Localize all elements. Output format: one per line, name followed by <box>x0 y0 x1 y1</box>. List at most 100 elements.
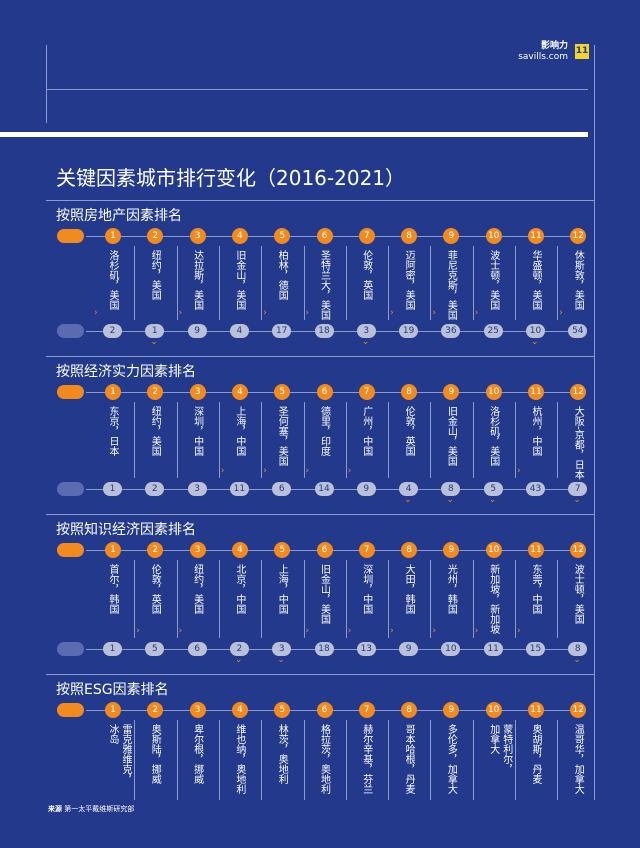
rank-up-arrow: › <box>305 626 310 636</box>
column-divider <box>430 720 432 800</box>
city-name: 旧金山，美国 <box>445 406 457 466</box>
current-rank-badge: 6 <box>316 384 333 400</box>
previous-rank-badge: 3 <box>272 642 292 656</box>
column-divider <box>430 402 432 478</box>
rank-line <box>86 236 584 237</box>
city-name: 纽约，美国 <box>149 406 161 456</box>
current-rank-pill <box>57 543 84 557</box>
previous-rank-badge: 10 <box>526 324 545 338</box>
previous-rank-badge: 25 <box>483 324 503 338</box>
current-rank-badge: 11 <box>528 384 544 400</box>
rank-down-arrow: ⌄ <box>573 655 581 665</box>
city-name: 伦敦，英国 <box>360 250 372 300</box>
current-rank-badge: 7 <box>358 542 375 558</box>
column-divider <box>176 246 178 320</box>
rank-line <box>86 392 584 393</box>
rank-up-arrow: › <box>220 466 225 476</box>
city-name: 哥本哈根，丹麦 <box>403 724 415 794</box>
city-column: 11 华盛顿，美国 10 ⌄ <box>515 200 559 356</box>
city-name: 休斯敦，美国 <box>572 250 584 310</box>
city-name: 伦敦，英国 <box>149 564 161 614</box>
column-divider <box>557 560 559 638</box>
current-rank-badge: 12 <box>570 228 587 244</box>
column-divider <box>134 246 136 320</box>
previous-rank-badge: 8 <box>441 482 461 496</box>
previous-rank-pill <box>57 642 84 656</box>
source-text: 第一太平戴维斯研究部 <box>64 805 135 813</box>
rank-up-arrow: › <box>94 308 98 318</box>
previous-rank-badge: 6 <box>272 482 292 496</box>
current-rank-badge: 3 <box>189 384 206 400</box>
column-divider <box>176 560 178 638</box>
previous-rank-badge: 3 <box>187 482 207 496</box>
city-name: 洛杉矶，美国 <box>487 406 499 466</box>
city-column: 10 洛杉矶，美国 5 ⌄ <box>472 356 517 514</box>
current-rank-badge: 8 <box>401 384 418 400</box>
city-name: 深圳，中国 <box>360 564 372 614</box>
city-column: 1 雷克雅维克， 冰岛 <box>94 674 136 804</box>
city-column: 5 上海，中国 3 ⌄ <box>261 514 305 674</box>
current-rank-badge: 5 <box>274 228 291 244</box>
column-divider <box>472 560 474 638</box>
city-column: 11 杭州，中国 43 › <box>515 356 559 514</box>
rank-up-arrow: › <box>136 626 140 636</box>
current-rank-badge: 8 <box>401 702 418 718</box>
city-column: 4 北京，中国 2 ⌄ <box>218 514 263 674</box>
rank-down-arrow: ⌄ <box>488 495 497 505</box>
rank-up-arrow: › <box>305 466 310 476</box>
city-name: 达拉斯，美国 <box>191 250 203 310</box>
column-divider <box>134 560 136 638</box>
city-column: 11 东莞，中国 15 › <box>515 514 559 674</box>
city-column: 7 伦敦，英国 3 ⌄ <box>345 200 390 356</box>
city-column: 6 德里，印度 14 › <box>303 356 348 514</box>
column-divider <box>218 720 220 800</box>
source-label: 来源 <box>48 805 62 813</box>
city-column: 1 洛杉矶，美国 2 › <box>94 200 136 356</box>
city-name: 雷克雅维克， 冰岛 <box>107 724 131 784</box>
current-rank-badge: 2 <box>147 702 164 718</box>
city-name: 伦敦，英国 <box>403 406 415 456</box>
section-title: 按照ESG因素排名 <box>56 682 169 698</box>
ranking-section: 按照ESG因素排名 1 雷克雅维克， 冰岛 2 奥斯陆，挪威 3 卑尔根，挪威 4 维也纳，奥地… <box>46 674 594 804</box>
ranking-section: 按照经济实力因素排名 1 东京，日本 1 2 纽约，美国 2 3 深圳，中国 3 4 上海，中国 11 ›… <box>46 356 594 514</box>
city-column: 12 大阪-京都，日本 7 ⌄ <box>557 356 601 514</box>
city-column: 3 卑尔根，挪威 <box>176 674 221 804</box>
city-column: 2 奥斯陆，挪威 <box>134 674 178 804</box>
city-name: 格拉茨，奥地利 <box>318 724 330 794</box>
current-rank-badge: 12 <box>570 702 587 718</box>
column-divider <box>261 402 263 478</box>
previous-rank-badge: 19 <box>399 324 419 338</box>
previous-rank-badge: 5 <box>483 482 503 496</box>
city-column: 11 奥胡斯，丹麦 <box>515 674 559 804</box>
city-name: 柏林，德国 <box>276 250 288 300</box>
column-divider <box>176 720 178 800</box>
city-column: 2 伦敦，英国 5 › <box>134 514 178 674</box>
city-column: 7 广州，中国 9 › <box>345 356 390 514</box>
current-rank-badge: 7 <box>358 384 375 400</box>
rank-up-arrow: › <box>178 308 183 318</box>
column-divider <box>388 246 390 320</box>
current-rank-badge: 5 <box>274 542 291 558</box>
current-rank-pill <box>57 229 84 243</box>
rank-down-arrow: ⌄ <box>277 655 285 665</box>
current-rank-badge: 2 <box>147 228 164 244</box>
ranking-section: 按照房地产因素排名 1 洛杉矶，美国 2 › 2 纽约，美国 1 ⌄ 3 达拉斯，美国 9 › 4 旧金山，… <box>46 200 594 356</box>
current-rank-badge: 6 <box>316 542 333 558</box>
rank-up-arrow: › <box>347 626 352 636</box>
current-rank-badge: 4 <box>231 228 248 244</box>
column-divider <box>134 402 136 478</box>
rank-up-arrow: › <box>474 308 479 318</box>
city-name: 北京，中国 <box>233 564 245 614</box>
city-column: 9 光州，韩国 10 › <box>430 514 474 674</box>
brand-url: savills.com <box>518 52 568 62</box>
rank-down-arrow: ⌄ <box>573 495 581 505</box>
column-divider <box>303 560 305 638</box>
city-name: 东京，日本 <box>107 406 118 456</box>
column-divider <box>218 560 220 638</box>
column-divider <box>218 246 220 320</box>
city-name: 圣特兰大，美国 <box>318 250 330 320</box>
current-rank-badge: 3 <box>189 702 206 718</box>
city-name: 旧金山，美国 <box>318 564 330 624</box>
city-column: 3 达拉斯，美国 9 › <box>176 200 221 356</box>
